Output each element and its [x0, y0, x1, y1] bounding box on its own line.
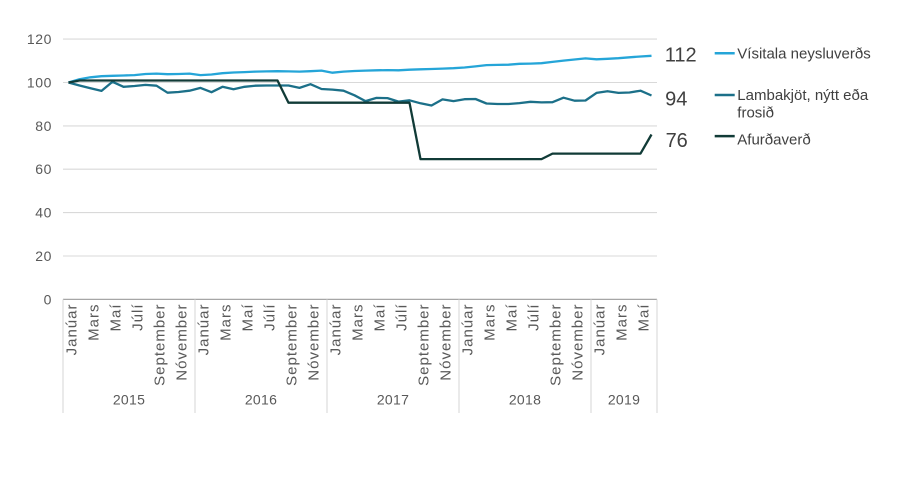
svg-text:2018: 2018: [509, 392, 541, 408]
svg-text:60: 60: [35, 161, 52, 177]
svg-text:September: September: [152, 304, 169, 386]
svg-text:Maí: Maí: [636, 304, 653, 332]
svg-text:Maí: Maí: [240, 304, 257, 332]
svg-text:Maí: Maí: [108, 304, 125, 332]
svg-text:Júlí: Júlí: [130, 304, 147, 331]
svg-text:Vísitala neysluverðs: Vísitala neysluverðs: [737, 46, 870, 63]
svg-text:Júlí: Júlí: [394, 304, 411, 331]
svg-text:Mars: Mars: [218, 304, 235, 341]
svg-text:80: 80: [35, 118, 52, 134]
svg-text:Janúar: Janúar: [64, 304, 81, 356]
svg-text:September: September: [548, 304, 565, 386]
svg-text:Mars: Mars: [350, 304, 367, 341]
svg-text:Nóvember: Nóvember: [570, 304, 587, 381]
svg-text:2016: 2016: [245, 392, 277, 408]
svg-text:2015: 2015: [113, 392, 145, 408]
svg-text:20: 20: [35, 248, 52, 264]
svg-text:September: September: [416, 304, 433, 386]
svg-text:Nóvember: Nóvember: [174, 304, 191, 381]
svg-text:Nóvember: Nóvember: [306, 304, 323, 381]
svg-text:Afurðaverð: Afurðaverð: [737, 131, 810, 148]
svg-text:Janúar: Janúar: [196, 304, 213, 356]
svg-text:2017: 2017: [377, 392, 409, 408]
svg-text:100: 100: [27, 75, 52, 91]
svg-text:Janúar: Janúar: [460, 304, 477, 356]
svg-text:September: September: [284, 304, 301, 386]
svg-text:112: 112: [665, 45, 697, 67]
svg-text:2019: 2019: [608, 392, 640, 408]
svg-text:Júlí: Júlí: [262, 304, 279, 331]
svg-text:Janúar: Janúar: [328, 304, 345, 356]
svg-text:Janúar: Janúar: [592, 304, 609, 356]
svg-text:Maí: Maí: [372, 304, 389, 332]
svg-text:Júlí: Júlí: [526, 304, 543, 331]
svg-text:Mars: Mars: [482, 304, 499, 341]
svg-text:Nóvember: Nóvember: [438, 304, 455, 381]
svg-text:Mars: Mars: [86, 304, 103, 341]
svg-text:Lambakjöt, nýtt eða: Lambakjöt, nýtt eða: [737, 87, 869, 104]
svg-text:frosið: frosið: [737, 105, 774, 122]
svg-text:0: 0: [44, 291, 52, 307]
svg-text:76: 76: [666, 130, 688, 152]
svg-text:120: 120: [27, 31, 52, 47]
svg-text:Mars: Mars: [614, 304, 631, 341]
svg-text:Maí: Maí: [504, 304, 521, 332]
svg-text:94: 94: [665, 89, 687, 111]
svg-text:40: 40: [35, 205, 52, 221]
